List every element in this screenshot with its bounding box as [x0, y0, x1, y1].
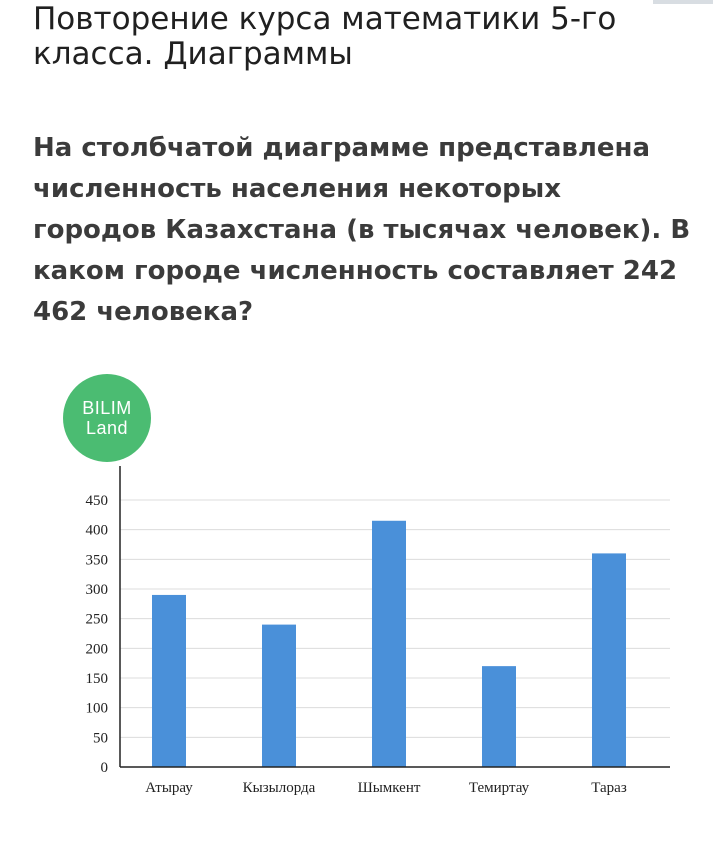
x-category-label: Кызылорда: [243, 780, 316, 796]
bar: [482, 666, 516, 767]
y-tick-label: 300: [86, 582, 109, 598]
x-category-label: Шымкент: [358, 780, 421, 796]
bar: [262, 624, 296, 767]
bar: [592, 553, 626, 767]
bilim-land-logo: BILIM Land: [63, 374, 151, 462]
y-tick-label: 400: [86, 523, 109, 539]
page-title: Повторение курса математики 5-го класса.…: [33, 1, 617, 72]
y-tick-label: 0: [101, 760, 109, 776]
y-tick-label: 50: [93, 730, 108, 746]
question-text: На столбчатой диаграмме представлена чис…: [33, 133, 691, 327]
logo-line-1: BILIM: [82, 398, 132, 418]
y-tick-label: 350: [86, 552, 109, 568]
y-tick-label: 450: [86, 493, 109, 509]
y-tick-label: 150: [86, 671, 109, 687]
logo-line-2: Land: [85, 418, 129, 438]
top-edge-strip: [653, 0, 713, 4]
x-category-label: Тараз: [591, 780, 627, 796]
y-tick-label: 200: [86, 641, 109, 657]
x-category-label: Темиртау: [469, 780, 530, 796]
y-tick-label: 100: [86, 701, 109, 717]
bar: [372, 520, 406, 767]
y-tick-label: 250: [86, 612, 109, 628]
x-category-label: Атырау: [145, 780, 193, 796]
bar: [152, 594, 186, 767]
